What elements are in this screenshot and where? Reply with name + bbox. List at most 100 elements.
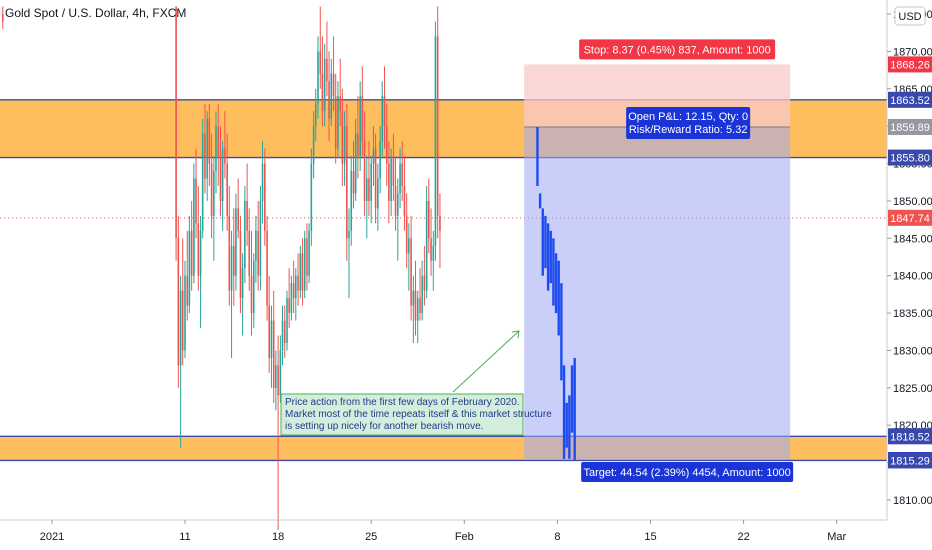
candle-body bbox=[319, 51, 322, 74]
candle-body bbox=[208, 118, 211, 164]
candle-body bbox=[290, 283, 293, 314]
candle bbox=[408, 223, 410, 291]
candle bbox=[208, 103, 211, 186]
candle-body bbox=[397, 193, 399, 216]
candle bbox=[294, 268, 297, 321]
candle bbox=[399, 148, 401, 209]
candle-body bbox=[379, 141, 381, 179]
candlesticks bbox=[1, 6, 441, 530]
projection-bars bbox=[536, 126, 576, 460]
candle-body bbox=[217, 126, 220, 157]
candle-body bbox=[226, 163, 228, 216]
annotation-line: Price action from the first few days of … bbox=[285, 397, 520, 408]
price-tag bbox=[888, 56, 932, 73]
candle-body bbox=[330, 73, 333, 119]
short-position-tool[interactable]: Stop: 8.37 (0.45%) 837, Amount: 1000 Open… bbox=[524, 39, 794, 482]
candle-body bbox=[416, 298, 419, 321]
candle bbox=[419, 268, 421, 321]
projection-bar bbox=[570, 365, 574, 433]
candle-body bbox=[368, 178, 370, 201]
candle-body bbox=[233, 245, 235, 276]
candle-body bbox=[419, 298, 421, 314]
stop-label-text: Stop: 8.37 (0.45%) 837, Amount: 1000 bbox=[584, 44, 771, 56]
candle-body bbox=[405, 215, 408, 254]
candle bbox=[350, 156, 353, 246]
candle bbox=[341, 88, 344, 186]
candle-body bbox=[264, 163, 266, 231]
candle bbox=[283, 305, 286, 358]
candle-body bbox=[177, 238, 180, 366]
candle bbox=[366, 156, 368, 239]
candle bbox=[403, 156, 406, 231]
currency-button[interactable]: USD bbox=[894, 6, 926, 26]
candle-body bbox=[321, 73, 324, 112]
candle bbox=[259, 185, 262, 291]
candle bbox=[1, 6, 4, 29]
candle-body bbox=[275, 365, 277, 388]
candle bbox=[250, 230, 253, 336]
candle-body bbox=[354, 133, 357, 194]
candle-body bbox=[425, 200, 428, 291]
candle bbox=[370, 156, 372, 224]
candle bbox=[323, 43, 326, 127]
candle-body bbox=[317, 51, 319, 104]
pnl-label-text: Open P&L: 12.15, Qty: 0 bbox=[628, 111, 748, 123]
candle bbox=[390, 148, 392, 216]
candle bbox=[434, 21, 437, 261]
candle bbox=[184, 260, 186, 358]
currency-button-label[interactable]: USD bbox=[898, 11, 921, 23]
projection-bar bbox=[538, 193, 542, 209]
candle bbox=[290, 275, 293, 321]
candle-body bbox=[201, 133, 204, 231]
candle bbox=[268, 275, 270, 373]
candle-body bbox=[381, 96, 384, 142]
candle bbox=[363, 111, 366, 216]
candle-body bbox=[184, 275, 186, 351]
candle-body bbox=[399, 163, 401, 194]
candle-body bbox=[193, 178, 195, 276]
price-tick-label: 1840.00 bbox=[893, 271, 932, 283]
candle bbox=[261, 141, 264, 224]
candle bbox=[219, 126, 222, 216]
stop-label-box[interactable] bbox=[579, 39, 776, 60]
candle-body bbox=[370, 163, 372, 201]
candle bbox=[436, 6, 439, 239]
annotation[interactable]: Price action from the first few days of … bbox=[280, 330, 552, 436]
candle bbox=[264, 148, 266, 246]
time-tick-label: Feb bbox=[455, 531, 474, 543]
candle bbox=[346, 103, 348, 261]
candle-body bbox=[366, 178, 368, 201]
pnl-label-box[interactable] bbox=[626, 106, 751, 139]
candle-body bbox=[186, 275, 189, 306]
candle-body bbox=[436, 36, 439, 216]
candle-body bbox=[235, 208, 237, 276]
target-label-box[interactable] bbox=[581, 461, 794, 482]
projection-bar bbox=[565, 402, 568, 448]
candle bbox=[410, 215, 412, 321]
candle bbox=[210, 133, 213, 239]
projection-bar bbox=[546, 223, 550, 291]
candle-body bbox=[270, 320, 273, 358]
candle bbox=[292, 260, 295, 314]
candle bbox=[217, 103, 220, 186]
price-tick-label: 1810.00 bbox=[893, 495, 932, 507]
candle-body bbox=[430, 238, 432, 261]
projection-bar bbox=[549, 230, 552, 284]
candle-body bbox=[310, 163, 313, 231]
candle-body bbox=[339, 96, 342, 112]
time-tick-label: 11 bbox=[179, 531, 190, 543]
candle-body bbox=[250, 275, 253, 314]
candle-body bbox=[306, 238, 308, 276]
candle bbox=[270, 305, 273, 388]
annotation-box[interactable] bbox=[280, 393, 524, 436]
price-tag bbox=[888, 209, 932, 226]
candle bbox=[197, 185, 200, 291]
candle-body bbox=[427, 200, 430, 239]
candle-body bbox=[432, 245, 435, 261]
candle-body bbox=[423, 275, 426, 291]
projection-bar bbox=[552, 238, 555, 306]
candle bbox=[177, 215, 180, 388]
candle bbox=[266, 215, 268, 321]
candle-body bbox=[288, 298, 290, 314]
